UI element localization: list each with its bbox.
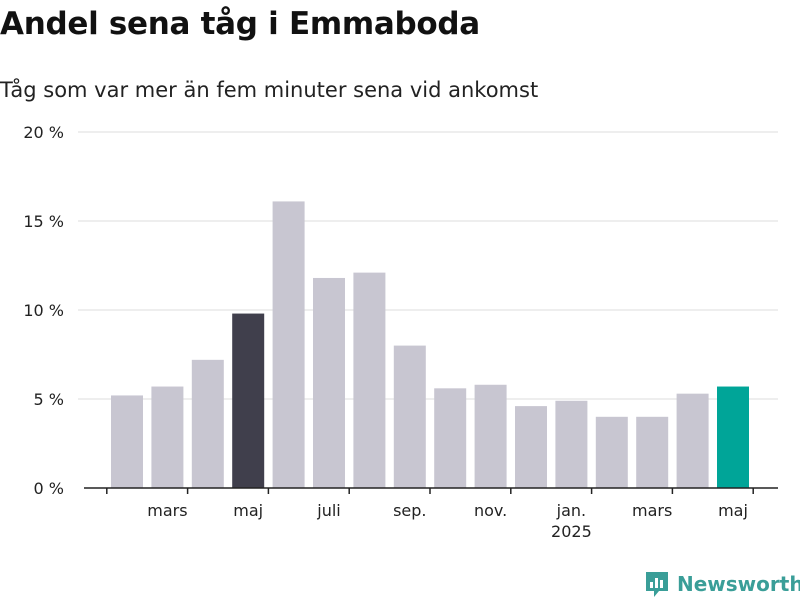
y-tick-label: 10 % [23, 301, 64, 320]
y-tick-label: 20 % [23, 123, 64, 142]
x-tick-label: mars [147, 501, 187, 520]
bar [353, 272, 386, 488]
newsworthy-logo: Newsworthy [644, 570, 800, 598]
x-tick-label: nov. [474, 501, 507, 520]
bar [717, 386, 749, 488]
bar [191, 359, 224, 488]
chart-subtitle: Tåg som var mer än fem minuter sena vid … [0, 78, 539, 102]
bar [515, 406, 547, 488]
bar [393, 345, 426, 488]
y-tick-label: 0 % [34, 479, 64, 498]
bar [636, 416, 669, 488]
bar [232, 313, 265, 488]
bar [434, 388, 467, 488]
x-tick-label: maj [233, 501, 263, 520]
bar [555, 400, 588, 488]
bar [272, 201, 305, 489]
bar [313, 277, 345, 488]
x-tick-year-label: 2025 [551, 522, 592, 541]
bar [111, 395, 143, 488]
newsworthy-chart-logo-icon [646, 572, 668, 597]
x-tick-label: sep. [393, 501, 426, 520]
y-tick-label: 15 % [23, 212, 64, 231]
x-tick-label: maj [718, 501, 748, 520]
bar [676, 393, 709, 488]
x-tick-label: juli [316, 501, 340, 520]
bar [474, 384, 507, 488]
bar [595, 416, 628, 488]
bar [151, 386, 184, 488]
brand-name: Newsworthy [677, 572, 800, 596]
chart-title: Andel sena tåg i Emmaboda [0, 6, 480, 42]
x-tick-label: mars [632, 501, 672, 520]
y-tick-label: 5 % [34, 390, 64, 409]
x-tick-label: jan. [556, 501, 586, 520]
